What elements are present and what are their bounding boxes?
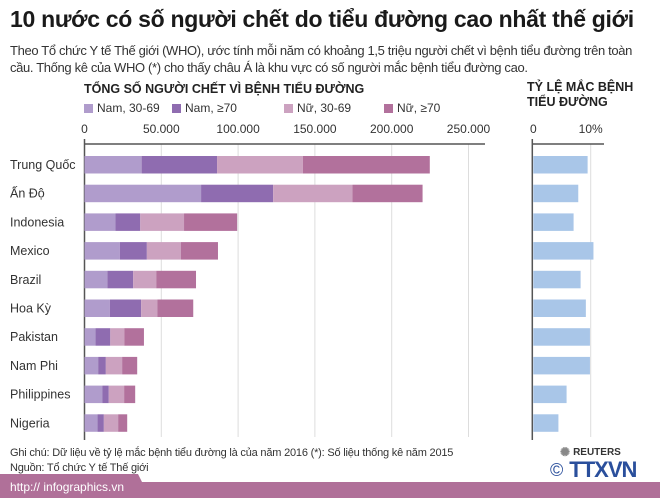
bar-segment [180, 242, 218, 260]
legend-label: Nam, ≥70 [185, 101, 237, 115]
website-link[interactable]: http:// infographics.vn [0, 474, 150, 498]
tick-label: 150.000 [293, 122, 337, 136]
legend-label: Nữ, 30-69 [297, 101, 352, 115]
bar-segment [124, 385, 136, 404]
bar-segment [122, 356, 138, 375]
bar-segment [184, 213, 238, 231]
prevalence-bar [533, 385, 567, 404]
legend-item: Nữ, 30-69 [284, 101, 351, 115]
bar-segment [115, 213, 141, 231]
bar-segment [95, 328, 111, 346]
chart-title-prevalence: TỶ LỆ MẮC BỆNH TIỂU ĐƯỜNG [527, 80, 634, 109]
tick-label: 50.000 [143, 122, 180, 136]
bar-segment [108, 385, 125, 404]
reuters-label: REUTERS [573, 446, 621, 458]
category-label: Nam Phi [10, 359, 58, 373]
subtitle: Theo Tổ chức Y tế Thế giới (WHO), ước tí… [10, 43, 632, 75]
page-title: 10 nước có số người chết do tiểu đường c… [10, 6, 634, 32]
prevalence-bar [533, 414, 559, 432]
legend-swatch [172, 103, 181, 113]
bar-segment [124, 328, 144, 346]
bar-segment [102, 385, 109, 404]
bar-segment [84, 356, 99, 375]
bar-segment [84, 242, 120, 260]
legend-item: Nam, ≥70 [172, 101, 237, 115]
category-label: Philippines [10, 388, 70, 402]
bar-segment [98, 356, 106, 375]
legend-item: Nữ, ≥70 [384, 101, 440, 115]
reuters-icon: ✺ [560, 445, 571, 459]
agency-name: TTXVN [569, 457, 637, 482]
prevalence-bar [533, 356, 590, 375]
bar-segment [201, 184, 274, 203]
bar-segment [84, 184, 202, 203]
bar-segment [133, 270, 157, 289]
bar-segment [103, 414, 119, 432]
legend-item: Nam, 30-69 [84, 101, 160, 115]
category-label: Pakistan [10, 330, 58, 344]
prevalence-bar [533, 184, 579, 203]
bar-segment [140, 213, 185, 231]
prevalence-bar [533, 328, 590, 346]
category-label: Mexico [10, 244, 50, 258]
category-label: Nigeria [10, 416, 50, 430]
bar-segment [84, 270, 108, 289]
bar-segment [352, 184, 423, 203]
category-label: Trung Quốc [10, 158, 76, 172]
prevalence-bar [533, 156, 588, 174]
bar-segment [107, 270, 134, 289]
category-label: Brazil [10, 273, 41, 287]
bar-segment [97, 414, 104, 432]
source: Nguồn: Tổ chức Y tế Thế giới [10, 462, 149, 474]
bar-segment [141, 299, 158, 317]
bar-segment [118, 414, 128, 432]
bar-segment [302, 156, 430, 174]
tick-label: 100.000 [216, 122, 260, 136]
category-label: Ấn Độ [10, 186, 45, 201]
prevalence-bar [533, 270, 581, 289]
prevalence-bar [533, 242, 594, 260]
copyright-symbol: © [550, 460, 564, 480]
tick-label: 10% [579, 122, 603, 136]
bar-segment [84, 299, 110, 317]
legend-swatch [84, 103, 93, 113]
tick-label: 0 [81, 122, 88, 136]
bar-segment [119, 242, 147, 260]
legend-label: Nữ, ≥70 [397, 101, 441, 115]
bar-segment [84, 156, 142, 174]
bar-segment [141, 156, 218, 174]
ttxvn-logo: © TTXVN [550, 457, 637, 482]
bar-segment [105, 356, 123, 375]
bar-segment [110, 328, 125, 346]
reuters-logo: ✺ REUTERS [560, 445, 621, 459]
category-label: Indonesia [10, 215, 64, 229]
bar-segment [217, 156, 303, 174]
footer-band [0, 482, 660, 498]
tick-label: 0 [530, 122, 537, 136]
bar-segment [84, 213, 116, 231]
bar-segment [157, 299, 194, 317]
bar-segment [84, 328, 96, 346]
bar-segment [273, 184, 353, 203]
category-label: Hoa Kỳ [10, 302, 52, 316]
legend-label: Nam, 30-69 [97, 101, 160, 115]
bar-segment [84, 414, 98, 432]
tick-label: 250.000 [447, 122, 491, 136]
bar-segment [146, 242, 181, 260]
bar-segment [109, 299, 142, 317]
prevalence-bar [533, 299, 586, 317]
legend-swatch [384, 103, 393, 113]
chart-area: 0 50.000 100.000 150.000 200.000 250.000 Trung… [10, 122, 604, 440]
bar-segment [84, 385, 103, 404]
bar-segment [156, 270, 197, 289]
legend-swatch [284, 103, 293, 113]
footnote: Ghi chú: Dữ liệu về tỷ lệ mắc bệnh tiểu … [10, 447, 454, 459]
prevalence-bar [533, 213, 574, 231]
chart-title-deaths: TỔNG SỐ NGƯỜI CHẾT VÌ BỆNH TIỂU ĐƯỜNG [84, 82, 365, 96]
tick-label: 200.000 [370, 122, 414, 136]
